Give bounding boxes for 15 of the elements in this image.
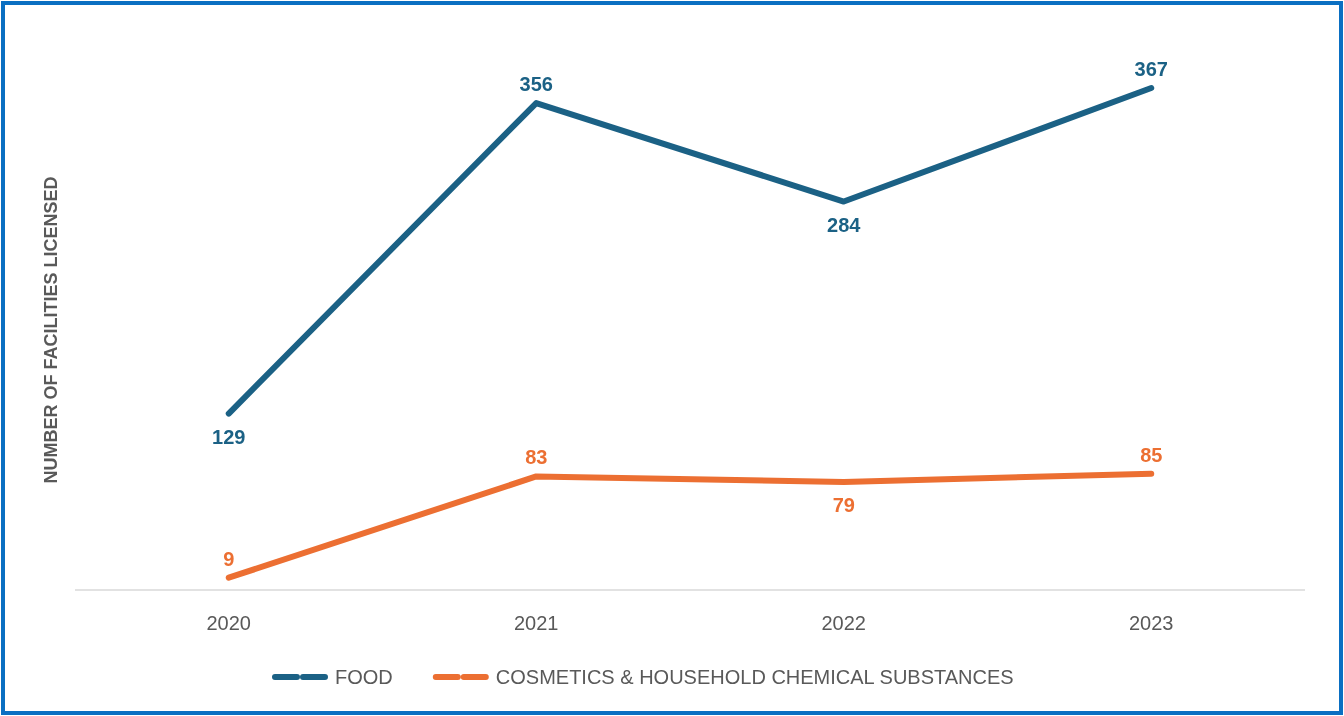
x-tick-label: 2022 — [821, 612, 866, 634]
data-label: 129 — [212, 425, 246, 448]
x-tick-label: 2020 — [206, 612, 251, 634]
data-label: 85 — [1140, 443, 1163, 466]
data-label: 79 — [832, 493, 855, 516]
data-label: 284 — [827, 213, 862, 236]
x-tick-label: 2023 — [1129, 612, 1174, 634]
legend-label: COSMETICS & HOUSEHOLD CHEMICAL SUBSTANCES — [495, 666, 1014, 688]
legend-label: FOOD — [335, 666, 393, 688]
data-label: 367 — [1134, 58, 1168, 80]
data-label: 9 — [223, 547, 235, 570]
data-label: 83 — [525, 446, 548, 469]
data-label: 356 — [519, 73, 553, 96]
y-axis-title: NUMBER OF FACILITIES LICENSED — [41, 176, 61, 484]
x-tick-label: 2021 — [514, 612, 559, 634]
